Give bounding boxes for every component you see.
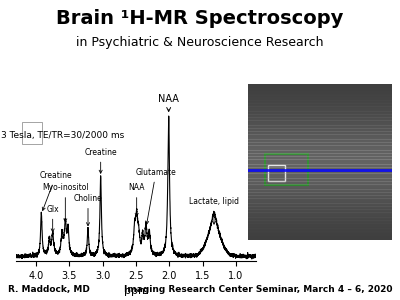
Text: in Psychiatric & Neuroscience Research: in Psychiatric & Neuroscience Research bbox=[76, 36, 324, 49]
Bar bbox=[268, 165, 286, 181]
Text: Glutamate: Glutamate bbox=[136, 168, 176, 224]
Text: NAA: NAA bbox=[158, 94, 179, 111]
Bar bbox=[265, 154, 308, 185]
Text: NAA: NAA bbox=[128, 183, 145, 216]
Text: Lactate, lipid: Lactate, lipid bbox=[189, 197, 239, 224]
Text: Choline: Choline bbox=[74, 194, 102, 226]
X-axis label: ppm: ppm bbox=[124, 286, 148, 296]
Text: 3 Tesla, TE/TR=30/2000 ms: 3 Tesla, TE/TR=30/2000 ms bbox=[1, 130, 124, 140]
Text: Glx: Glx bbox=[46, 205, 59, 232]
Text: Creatine: Creatine bbox=[40, 171, 72, 211]
FancyBboxPatch shape bbox=[22, 122, 42, 144]
Text: Imaging Research Center Seminar, March 4 – 6, 2020: Imaging Research Center Seminar, March 4… bbox=[124, 285, 392, 294]
Text: Creatine: Creatine bbox=[84, 148, 117, 173]
Text: Myo-inositol: Myo-inositol bbox=[42, 183, 89, 222]
Text: R. Maddock, MD: R. Maddock, MD bbox=[8, 285, 90, 294]
Text: Brain ¹H-MR Spectroscopy: Brain ¹H-MR Spectroscopy bbox=[56, 9, 344, 28]
